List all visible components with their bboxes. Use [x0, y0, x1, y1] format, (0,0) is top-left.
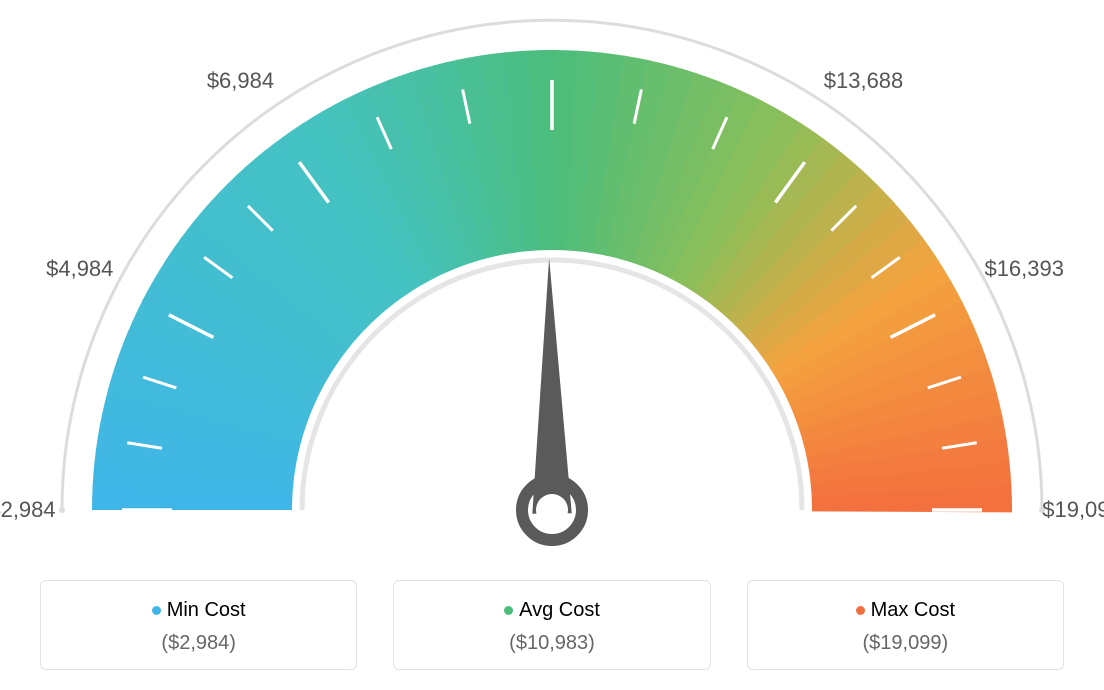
- legend-title: Max Cost: [758, 599, 1053, 622]
- legend-card-avg: Avg Cost ($10,983): [393, 580, 710, 670]
- gauge-svg: [0, 0, 1104, 560]
- gauge: $2,984$4,984$6,984$10,983$13,688$16,393$…: [0, 0, 1104, 560]
- legend-card-max: Max Cost ($19,099): [747, 580, 1064, 670]
- gauge-tick-label: $19,099: [1042, 497, 1104, 523]
- legend-value: ($19,099): [758, 632, 1053, 655]
- chart-container: $2,984$4,984$6,984$10,983$13,688$16,393$…: [0, 0, 1104, 690]
- gauge-tick-label: $16,393: [984, 256, 1064, 282]
- gauge-tick-label: $2,984: [0, 497, 56, 523]
- legend-dot-avg: [504, 606, 513, 615]
- legend-title: Min Cost: [51, 599, 346, 622]
- legend-title: Avg Cost: [404, 599, 699, 622]
- gauge-tick-label: $4,984: [46, 256, 113, 282]
- gauge-tick-label: $6,984: [207, 68, 274, 94]
- legend-title-text: Avg Cost: [519, 599, 600, 621]
- legend-dot-max: [856, 606, 865, 615]
- legend-title-text: Max Cost: [871, 599, 955, 621]
- legend-dot-min: [152, 606, 161, 615]
- gauge-tick-label: $13,688: [824, 68, 904, 94]
- legend-value: ($2,984): [51, 632, 346, 655]
- legend-row: Min Cost ($2,984) Avg Cost ($10,983) Max…: [0, 580, 1104, 670]
- legend-title-text: Min Cost: [167, 599, 246, 621]
- legend-card-min: Min Cost ($2,984): [40, 580, 357, 670]
- legend-value: ($10,983): [404, 632, 699, 655]
